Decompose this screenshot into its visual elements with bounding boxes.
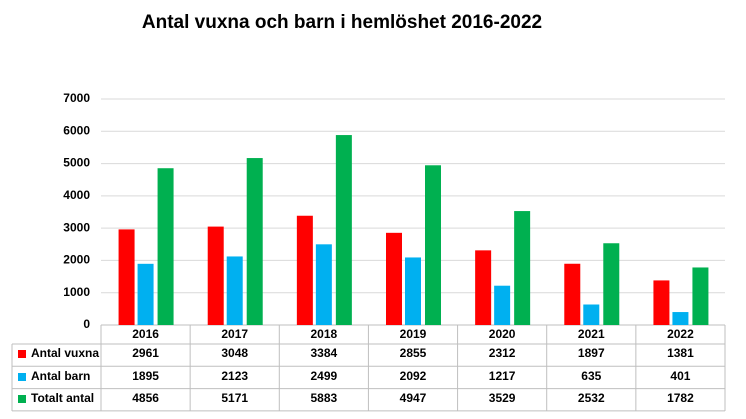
table-value: 3048 (221, 346, 248, 360)
table-value: 2499 (311, 369, 338, 383)
x-tick-label: 2020 (489, 327, 516, 341)
bar (335, 135, 352, 325)
x-tick-label: 2021 (578, 327, 605, 341)
bar (603, 243, 620, 325)
table-value: 4856 (132, 391, 159, 405)
y-tick-label: 1000 (63, 285, 90, 299)
bar (296, 215, 313, 325)
table-value: 1782 (667, 391, 694, 405)
y-tick-label: 2000 (63, 253, 90, 267)
chart-title: Antal vuxna och barn i hemlöshet 2016-20… (142, 12, 542, 33)
bar (514, 211, 531, 325)
legend-label: Antal vuxna (31, 346, 99, 360)
table-value: 1895 (132, 369, 159, 383)
legend-swatch (18, 350, 26, 358)
table-value: 635 (581, 369, 601, 383)
y-tick-label: 6000 (63, 123, 90, 137)
x-tick-label: 2016 (132, 327, 159, 341)
y-tick-label: 7000 (63, 91, 90, 105)
bar (494, 285, 511, 325)
table-value: 2855 (400, 346, 427, 360)
table-value: 4947 (400, 391, 427, 405)
y-tick-label: 4000 (63, 188, 90, 202)
x-tick-label: 2017 (221, 327, 248, 341)
legend-swatch (18, 395, 26, 403)
bar (118, 229, 135, 325)
bar (226, 256, 243, 325)
bar (207, 226, 224, 325)
table-value: 2961 (132, 346, 159, 360)
table-value: 3529 (489, 391, 516, 405)
x-tick-label: 2018 (311, 327, 338, 341)
y-tick-label: 0 (83, 317, 90, 331)
table-value: 2092 (400, 369, 427, 383)
y-tick-label: 3000 (63, 220, 90, 234)
legend-label: Antal barn (31, 369, 90, 383)
table-value: 2123 (221, 369, 248, 383)
y-tick-label: 5000 (63, 156, 90, 170)
bar (672, 312, 689, 325)
legend-label: Totalt antal (31, 391, 94, 405)
bar (405, 257, 421, 325)
bar (653, 280, 670, 325)
table-value: 401 (670, 369, 690, 383)
bar (315, 244, 332, 325)
bar (692, 267, 709, 325)
table-value: 1897 (578, 346, 605, 360)
table-value: 2532 (578, 391, 605, 405)
table-value: 2312 (489, 346, 516, 360)
bar (425, 165, 441, 325)
bar (137, 263, 154, 325)
bar (386, 232, 402, 325)
bar (246, 158, 263, 325)
table-value: 5883 (311, 391, 338, 405)
table-value: 1217 (489, 369, 516, 383)
x-tick-label: 2019 (400, 327, 427, 341)
table-value: 5171 (221, 391, 248, 405)
bar (564, 263, 581, 325)
table-value: 3384 (311, 346, 338, 360)
legend-swatch (18, 373, 26, 381)
bar (157, 168, 174, 325)
bar (475, 250, 492, 325)
table-value: 1381 (667, 346, 694, 360)
x-tick-label: 2022 (667, 327, 694, 341)
bar (583, 304, 600, 325)
